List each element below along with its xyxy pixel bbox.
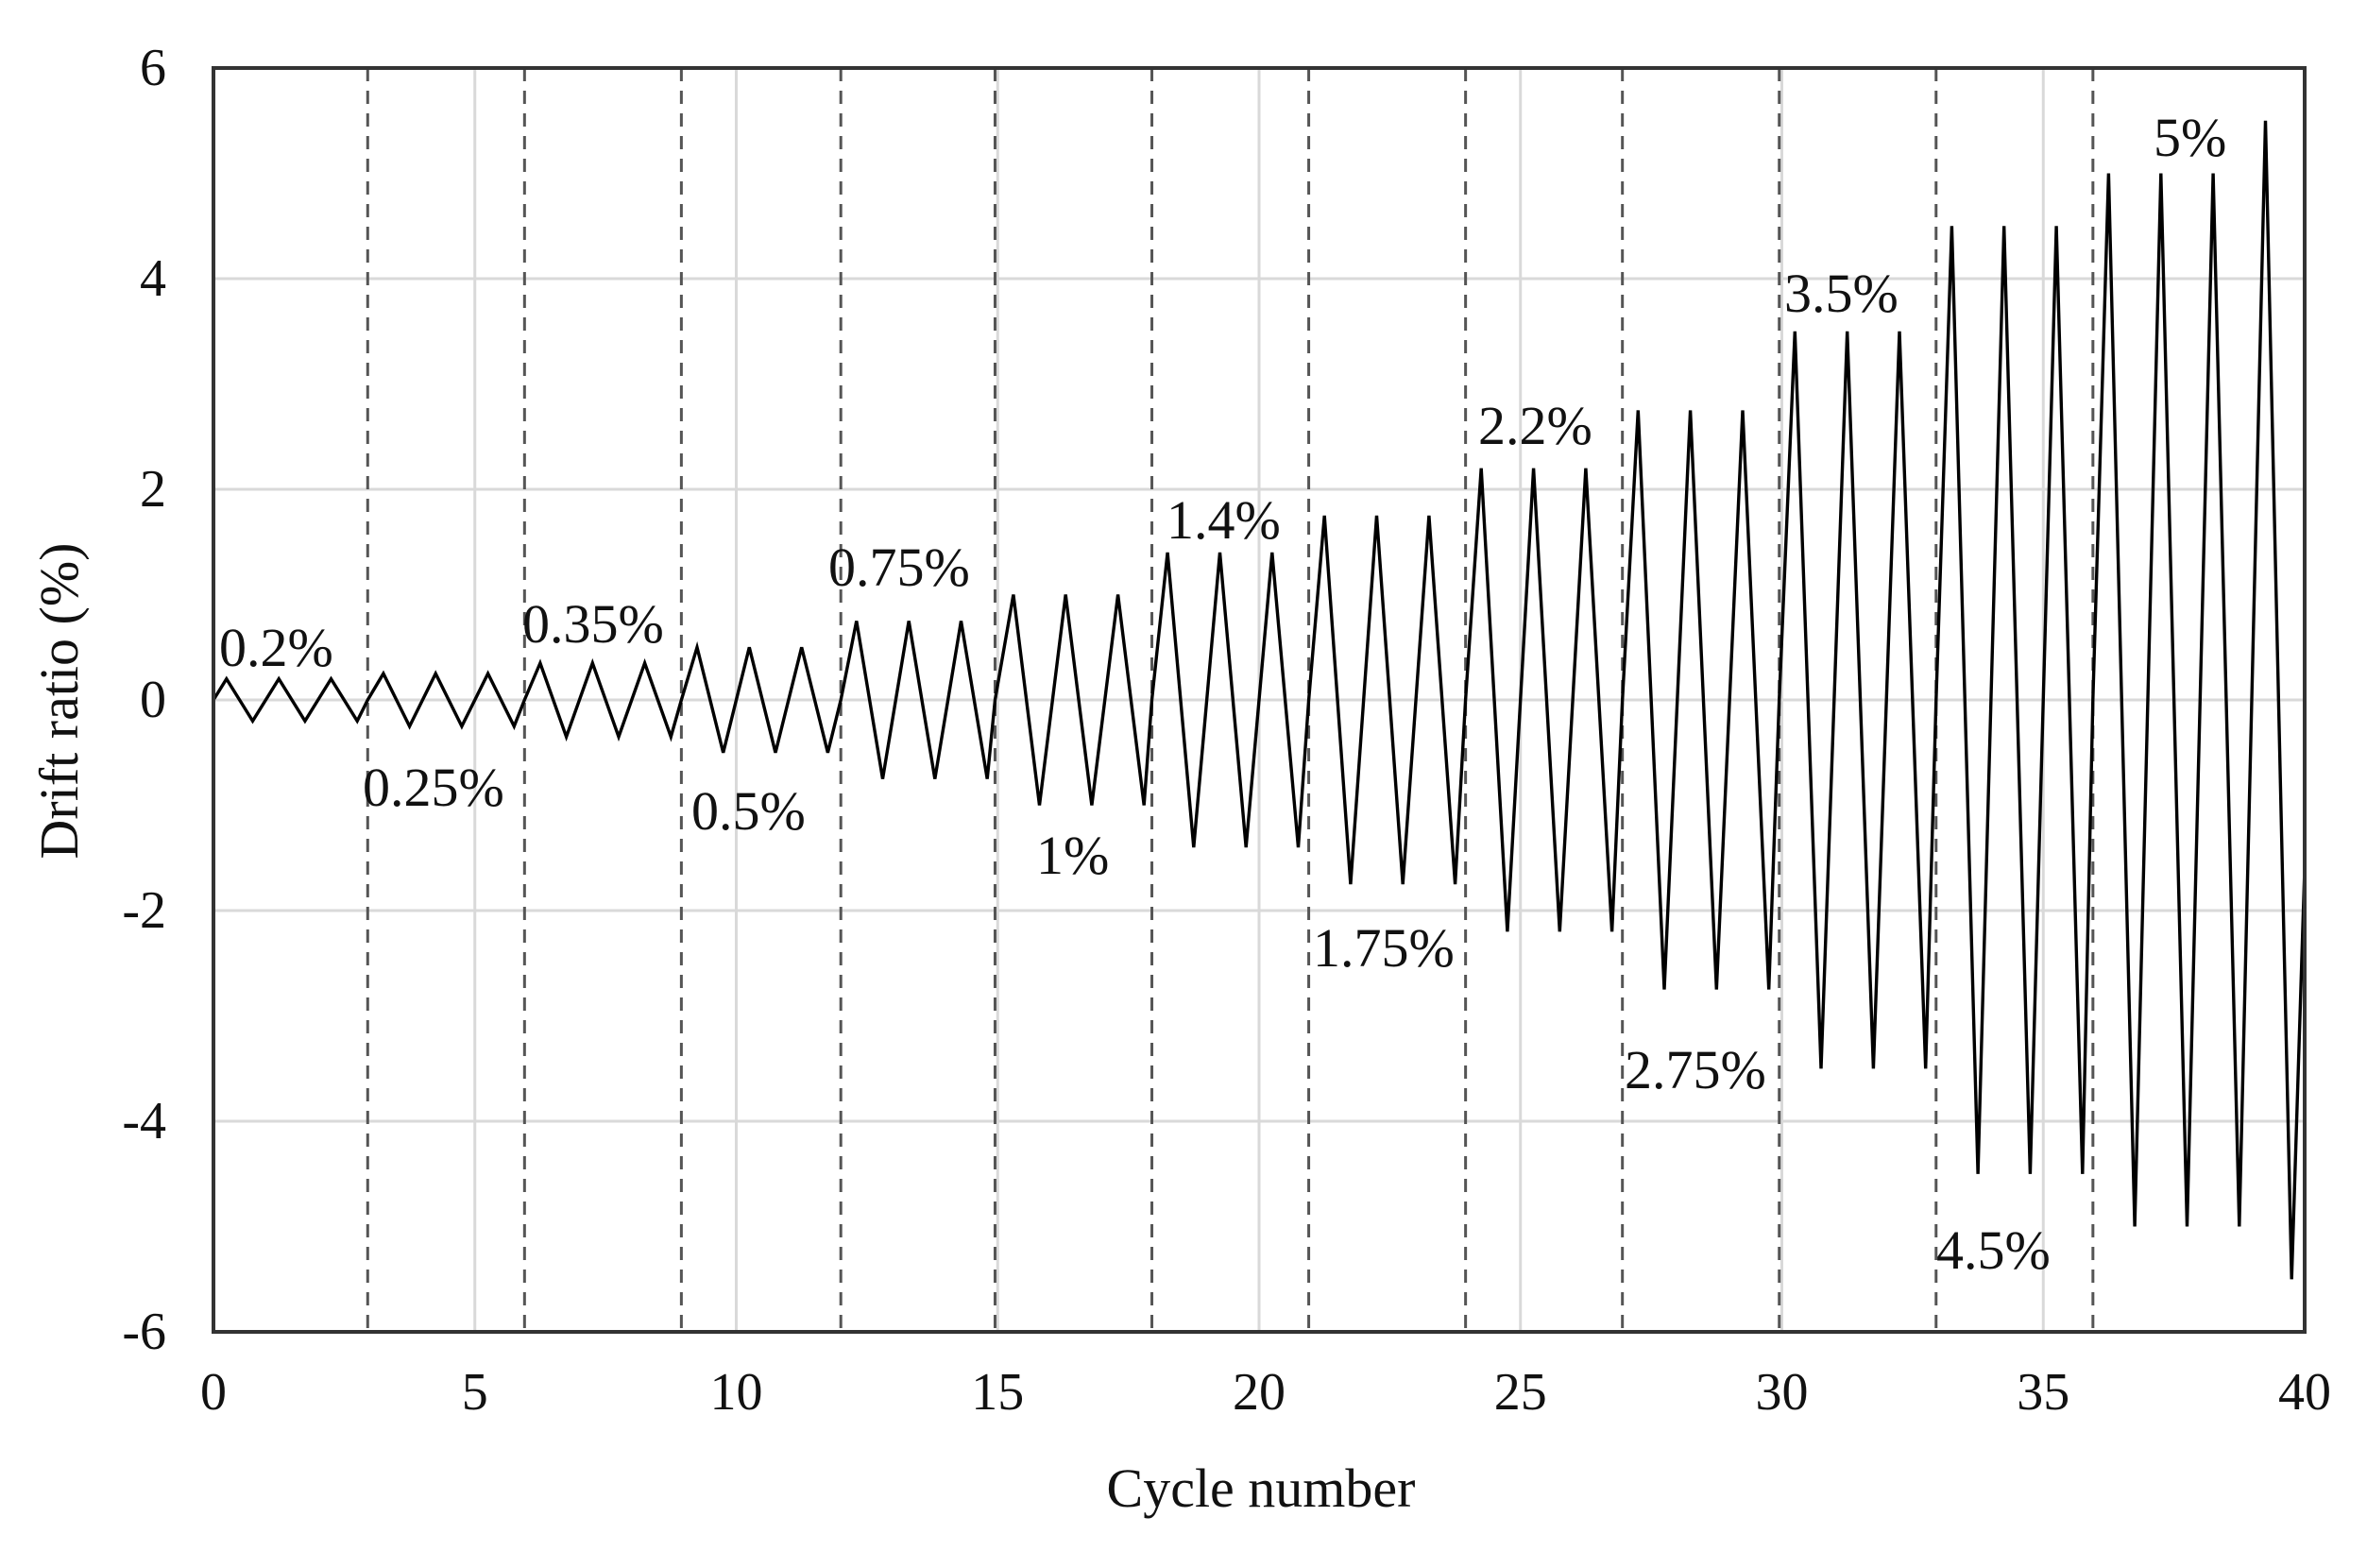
stage-label: 1.4%: [1166, 489, 1281, 551]
stage-label: 0.5%: [691, 780, 806, 842]
x-tick-label: 40: [2278, 1363, 2331, 1422]
stage-label: 2.75%: [1625, 1039, 1766, 1100]
stage-label: 1.75%: [1313, 917, 1455, 979]
stage-label: 3.5%: [1784, 263, 1899, 324]
x-tick-labels: 0 5 10 15 20 25 30 35 40: [200, 1363, 2331, 1422]
x-tick-label: 10: [710, 1363, 763, 1422]
y-tick-label: 4: [140, 249, 166, 308]
x-tick-label: 25: [1494, 1363, 1547, 1422]
x-tick-label: 0: [200, 1363, 227, 1422]
stage-label: 0.2%: [219, 617, 333, 678]
x-tick-label: 20: [1233, 1363, 1286, 1422]
stage-label: 5%: [2154, 107, 2226, 168]
y-tick-labels: 6 4 2 0 -2 -4 -6: [122, 39, 166, 1361]
stage-label: 1%: [1036, 825, 1109, 886]
x-tick-label: 30: [1756, 1363, 1809, 1422]
x-tick-label: 5: [462, 1363, 488, 1422]
x-tick-label: 15: [971, 1363, 1024, 1422]
series-layer: [212, 120, 2307, 1280]
stage-label: 0.75%: [828, 537, 970, 598]
stage-boundary-lines: [366, 68, 2095, 1332]
y-tick-label: -4: [122, 1092, 166, 1150]
y-tick-label: 0: [140, 671, 166, 729]
y-tick-label: 6: [140, 39, 166, 97]
stage-label: 4.5%: [1936, 1219, 2051, 1281]
y-tick-label: -2: [122, 881, 166, 940]
x-axis-title: Cycle number: [1107, 1457, 1416, 1519]
plot-frame: [212, 66, 2307, 1334]
y-tick-label: -6: [122, 1303, 166, 1361]
stage-label: 2.2%: [1478, 395, 1592, 456]
plot-border: [212, 66, 2307, 1334]
stage-labels: 0.2% 0.25% 0.35% 0.5% 0.75% 1% 1.4% 1.75% 2.2% 2.…: [219, 107, 2226, 1281]
y-axis-title: Drift ratio (%): [28, 543, 90, 860]
x-tick-label: 35: [2017, 1363, 2069, 1422]
stage-label: 0.25%: [363, 757, 504, 818]
stage-label: 0.35%: [522, 593, 664, 655]
y-tick-label: 2: [140, 460, 166, 519]
drift-ratio-series: [212, 120, 2307, 1280]
